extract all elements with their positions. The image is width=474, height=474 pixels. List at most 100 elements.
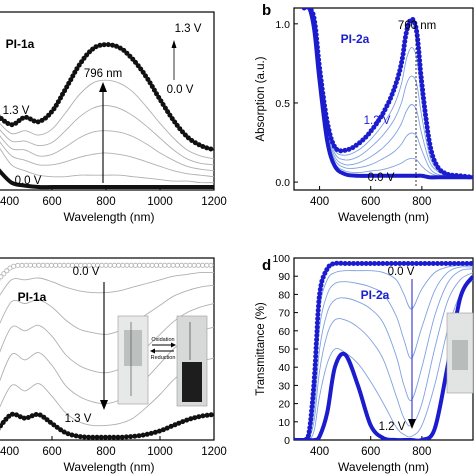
data-point — [66, 80, 72, 86]
data-point — [144, 431, 150, 437]
data-point — [1, 271, 7, 277]
data-point — [309, 404, 315, 410]
data-point — [120, 262, 126, 268]
data-point — [147, 80, 153, 86]
data-point — [350, 145, 356, 151]
panel-letter-b: b — [262, 2, 271, 19]
data-point — [451, 260, 457, 266]
data-point — [326, 263, 332, 269]
data-point — [97, 42, 103, 48]
x-tick-label: 400 — [310, 446, 329, 458]
data-point — [422, 108, 428, 114]
data-point — [400, 51, 406, 57]
x-tick-label: 600 — [361, 196, 380, 208]
data-point — [167, 112, 173, 118]
data-point — [405, 260, 411, 266]
data-point — [419, 78, 425, 84]
data-point — [324, 267, 330, 273]
data-point — [368, 128, 374, 134]
data-point — [426, 260, 432, 266]
data-point — [162, 105, 168, 111]
increase-arrowhead — [99, 82, 107, 92]
data-point — [15, 262, 21, 268]
data-point — [418, 74, 424, 80]
data-point — [41, 414, 47, 420]
peak-annotation: 760 nm — [398, 20, 436, 32]
inset-cuvettes: Oxidation Reduction — [117, 315, 208, 407]
data-point — [141, 262, 147, 268]
y-tick-label: 0.0 — [275, 177, 290, 189]
data-point — [382, 107, 388, 113]
data-point — [145, 76, 151, 82]
data-point — [443, 260, 449, 266]
data-point — [151, 87, 157, 93]
data-point — [11, 263, 17, 269]
data-point — [204, 145, 210, 151]
data-point — [398, 63, 404, 69]
data-point — [145, 262, 151, 268]
data-point — [160, 102, 166, 108]
series-line — [0, 130, 214, 172]
data-point — [366, 131, 372, 137]
data-point — [422, 112, 428, 118]
data-point — [306, 429, 312, 435]
data-point — [72, 69, 78, 75]
y-tick-label: 40 — [278, 362, 290, 374]
data-point — [110, 42, 116, 48]
data-point — [420, 87, 426, 93]
data-point — [330, 261, 336, 267]
data-point — [426, 137, 432, 143]
data-point — [371, 260, 377, 266]
data-point — [55, 99, 61, 105]
data-point — [191, 262, 197, 268]
data-point — [51, 106, 57, 112]
y-tick-label: 60 — [278, 326, 290, 338]
data-point — [308, 412, 314, 418]
decrease-arrowhead — [100, 400, 108, 410]
x-tick-label: 1200 — [201, 196, 227, 208]
data-point — [140, 69, 146, 75]
data-point — [367, 260, 373, 266]
data-point — [36, 262, 42, 268]
data-point — [21, 415, 27, 421]
data-point — [136, 433, 142, 439]
data-point — [312, 362, 318, 368]
cuvette-electrode-light — [124, 330, 142, 366]
data-point — [184, 417, 190, 423]
data-point — [307, 425, 313, 431]
data-point — [79, 59, 85, 65]
data-point — [99, 262, 105, 268]
data-point — [380, 110, 386, 116]
series-line — [294, 268, 473, 440]
data-point — [317, 286, 323, 292]
oxidation-label: Oxidation — [151, 337, 174, 343]
data-point — [0, 419, 6, 425]
data-point — [65, 431, 71, 437]
data-point — [148, 430, 154, 436]
data-point — [111, 434, 117, 440]
data-point — [124, 262, 130, 268]
panel-b: 400 600 800 0.0 0.5 1.0 Wavelength (nm) Absorpt… — [255, 7, 474, 224]
data-point — [196, 414, 202, 420]
data-point — [6, 413, 12, 419]
voltage-label-top: 0.0 V — [388, 266, 415, 278]
data-point — [107, 434, 113, 440]
data-point — [124, 50, 130, 56]
data-point — [363, 260, 369, 266]
data-point — [311, 383, 317, 389]
voltage-scale-start: 1.3 V — [175, 23, 202, 35]
data-point — [433, 161, 439, 167]
data-point — [360, 137, 366, 143]
data-point — [350, 260, 356, 266]
data-point — [399, 59, 405, 65]
data-point — [123, 434, 129, 440]
data-point — [200, 262, 206, 268]
data-point — [153, 262, 159, 268]
data-point — [189, 137, 195, 143]
series-group — [294, 260, 473, 440]
voltage-scale-end: 0.0 V — [167, 84, 194, 96]
x-tick-label: 600 — [42, 196, 61, 208]
x-tick-label: 1000 — [147, 196, 173, 208]
data-point — [378, 114, 384, 120]
